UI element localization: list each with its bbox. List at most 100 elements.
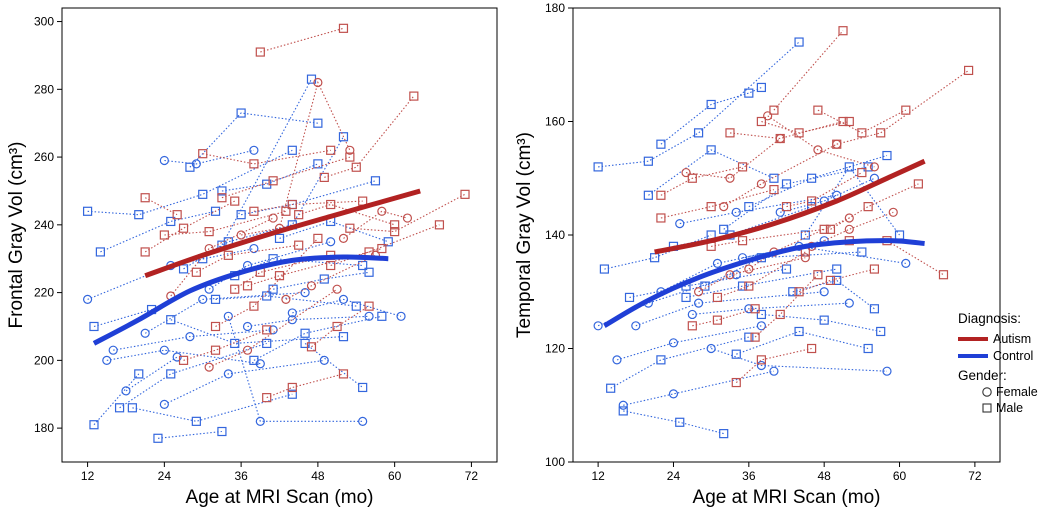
temporal-male-point — [844, 162, 854, 172]
legend-male-label: Male — [996, 401, 1023, 415]
temporal-trajectory-line — [711, 228, 825, 247]
temporal-male-point — [624, 292, 635, 303]
temporal-male-point — [687, 321, 697, 331]
frontal-y-tick-label: 180 — [34, 421, 54, 435]
temporal-trajectory-line — [623, 370, 775, 406]
frontal-trajectory-line — [93, 373, 140, 426]
temporal-trajectory-line — [729, 120, 844, 140]
temporal-female-point — [800, 253, 810, 263]
legend-diagnosis-title: Diagnosis: — [958, 311, 1021, 326]
frontal-trajectory-line — [170, 319, 344, 344]
temporal-male-point — [813, 105, 823, 115]
temporal-male-point — [832, 139, 842, 149]
frontal-male-point — [114, 403, 125, 413]
frontal-trajectory-line — [196, 244, 299, 273]
temporal-male-point — [825, 224, 836, 234]
temporal-male-point — [781, 264, 792, 274]
temporal-male-point — [719, 429, 729, 439]
frontal-trajectory-line — [279, 220, 389, 243]
frontal-male-point — [390, 220, 400, 230]
temporal-male-point — [819, 315, 829, 325]
frontal-male-point — [191, 267, 201, 277]
temporal-male-point — [781, 202, 792, 212]
frontal-male-point — [127, 403, 137, 413]
temporal-female-point — [731, 207, 741, 217]
frontal-trajectory-line — [106, 349, 261, 365]
temporal-male-point — [863, 162, 873, 172]
frontal-trajectory-line — [227, 316, 363, 422]
frontal-female-point — [287, 308, 297, 318]
frontal-trajectory-line — [100, 210, 216, 253]
frontal-male-point — [358, 260, 368, 271]
temporal-male-point — [681, 292, 691, 303]
temporal-trajectory-line — [723, 143, 837, 208]
frontal-trajectory-line — [144, 200, 235, 253]
temporal-panel: 12 24 36 48 60 72 100 120 140 160 180 Age at MRI Sc… — [514, 1, 1001, 508]
frontal-male-point — [287, 145, 297, 155]
frontal-male-point — [210, 294, 221, 304]
frontal-male-point — [338, 369, 349, 379]
frontal-trajectory-line — [349, 193, 466, 233]
temporal-trajectory-line — [635, 291, 825, 327]
frontal-trajectory-line — [202, 149, 331, 165]
frontal-male-point — [364, 267, 374, 277]
temporal-male-point — [643, 156, 653, 166]
temporal-trajectory-line — [710, 347, 888, 372]
temporal-male-point — [807, 343, 817, 354]
temporal-trajectory-line — [767, 115, 875, 168]
temporal-male-point — [769, 173, 779, 183]
frontal-female-point — [338, 233, 349, 243]
frontal-male-point — [287, 199, 297, 210]
frontal-female-point — [223, 369, 233, 379]
frontal-male-point — [140, 247, 150, 257]
frontal-male-point — [274, 233, 285, 243]
frontal-male-point — [210, 206, 221, 216]
temporal-male-point — [769, 105, 779, 115]
temporal-y-tick-label: 120 — [545, 342, 565, 356]
frontal-female-point — [287, 315, 297, 325]
temporal-y-axis-title: Temporal Gray Vol (cm³) — [514, 132, 535, 338]
frontal-female-point — [281, 294, 291, 304]
temporal-male-point — [769, 185, 779, 195]
temporal-male-point — [756, 82, 766, 93]
frontal-male-point — [377, 311, 387, 321]
frontal-female-point — [82, 294, 93, 304]
temporal-trajectory-line — [792, 279, 875, 310]
frontal-female-point — [255, 359, 265, 369]
temporal-trajectory-line — [754, 274, 819, 338]
frontal-male-point — [223, 250, 233, 260]
temporal-x-tick-label: 72 — [968, 469, 982, 483]
frontal-male-point — [178, 264, 189, 274]
frontal-female-point — [332, 284, 342, 294]
frontal-female-point — [402, 213, 413, 223]
frontal-male-point — [332, 321, 342, 332]
temporal-male-point — [706, 202, 716, 212]
temporal-male-point — [643, 190, 653, 200]
frontal-male-point — [262, 393, 272, 403]
temporal-trajectory-line — [660, 86, 762, 145]
temporal-female-point — [744, 304, 754, 314]
temporal-trajectory-line — [598, 41, 800, 168]
frontal-male-point — [95, 247, 105, 257]
frontal-trajectory-line — [164, 210, 287, 236]
frontal-x-tick-label: 36 — [234, 469, 248, 483]
temporal-x-tick-label: 12 — [591, 469, 605, 483]
temporal-female-point — [675, 219, 685, 229]
frontal-female-point — [358, 416, 368, 426]
frontal-male-point — [294, 210, 304, 220]
frontal-x-tick-label: 48 — [311, 469, 325, 483]
temporal-male-point — [706, 99, 716, 110]
temporal-male-point — [750, 304, 760, 314]
temporal-male-point — [656, 190, 666, 200]
temporal-male-point — [901, 105, 911, 115]
frontal-trajectory-line — [144, 197, 178, 216]
frontal-trajectory-line — [247, 248, 383, 287]
temporal-trajectory-line — [660, 166, 743, 196]
frontal-y-tick-label: 280 — [34, 82, 54, 96]
frontal-trajectory-line — [285, 254, 376, 300]
temporal-female-point — [612, 355, 622, 365]
temporal-male-point — [712, 292, 723, 303]
temporal-male-point — [593, 162, 603, 172]
frontal-trajectory-line — [125, 356, 178, 392]
